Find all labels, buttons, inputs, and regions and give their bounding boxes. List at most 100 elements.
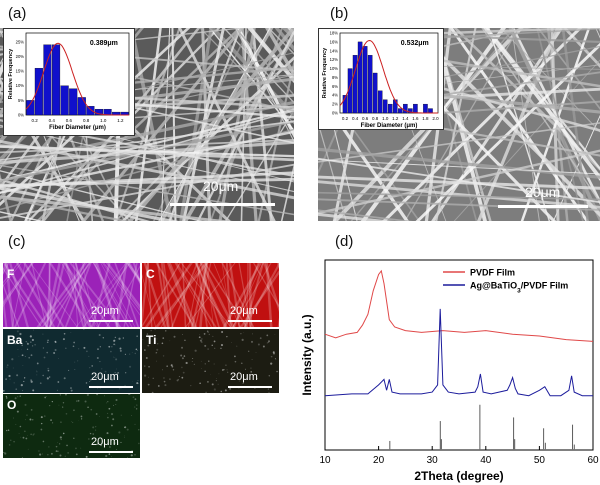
edx-dot: [113, 343, 115, 346]
edx-dot: [89, 367, 91, 369]
fiber: [0, 177, 294, 187]
edx-dot: [191, 361, 193, 362]
edx-dot: [124, 435, 125, 436]
edx-dot: [33, 433, 35, 435]
edx-dot: [257, 343, 260, 346]
edx-dot: [98, 334, 101, 337]
edx-dot: [64, 455, 66, 457]
edx-dot: [72, 421, 74, 424]
edx-scalebar-line: [89, 386, 133, 388]
edx-fiber: [206, 263, 214, 327]
edx-fiber: [142, 263, 149, 327]
edx-dot: [85, 455, 88, 458]
fiber: [240, 28, 258, 221]
edx-dot: [42, 333, 44, 335]
edx-dot: [262, 345, 265, 348]
edx-dot: [163, 380, 166, 383]
edx-dot: [194, 349, 197, 352]
edx-dot: [204, 344, 207, 347]
edx-dot: [266, 342, 268, 344]
edx-fiber: [132, 263, 140, 286]
edx-dot: [68, 369, 70, 371]
edx-dot: [268, 375, 271, 377]
edx-dot: [94, 425, 97, 428]
y-axis-label: Relative Frequency: [322, 47, 328, 98]
fiber: [0, 195, 233, 221]
edx-fiber: [31, 263, 47, 327]
x-tick-label: 60: [587, 455, 599, 466]
edx-dot: [40, 416, 43, 419]
edx-dot: [223, 368, 225, 371]
edx-dot: [133, 406, 136, 408]
fiber: [511, 28, 540, 221]
sem-fibers-a: [0, 28, 294, 221]
edx-dot: [30, 354, 33, 357]
edx-dot: [65, 347, 67, 349]
y-tick-label: 20%: [16, 54, 25, 59]
edx-fiber: [228, 263, 241, 327]
edx-dot: [95, 413, 98, 415]
edx-fiber: [41, 263, 91, 327]
hist-bar: [423, 103, 428, 114]
panel-a-label: (a): [8, 5, 27, 22]
edx-dot: [130, 454, 133, 457]
edx-dot: [25, 341, 27, 343]
edx-fiber: [171, 263, 199, 327]
edx-fiber: [194, 263, 212, 327]
edx-fiber: [187, 263, 201, 327]
edx-fiber: [64, 263, 92, 327]
edx-dot: [88, 355, 90, 357]
edx-dot: [211, 383, 214, 386]
edx-dot: [63, 332, 66, 335]
hist-bar: [77, 97, 86, 116]
edx-dot: [131, 414, 132, 416]
edx-dot: [181, 366, 183, 369]
edx-map-c: C 20μm: [142, 263, 279, 327]
edx-dot: [112, 339, 116, 342]
edx-dot: [108, 345, 111, 348]
edx-fiber: [83, 263, 131, 327]
edx-dot: [142, 339, 144, 341]
edx-dot: [221, 369, 224, 371]
edx-dot: [182, 371, 185, 374]
fiber: [481, 28, 600, 204]
edx-dot: [135, 408, 138, 410]
edx-dot: [15, 424, 17, 426]
edx-dot: [180, 354, 183, 357]
fiber: [536, 28, 600, 110]
edx-dot: [200, 341, 203, 343]
edx-fiber: [29, 263, 78, 327]
edx-dot: [55, 450, 58, 453]
edx-dot: [78, 348, 80, 350]
edx-dot: [119, 347, 122, 350]
edx-dot: [62, 338, 65, 341]
edx-dot: [242, 382, 244, 385]
edx-dot: [44, 396, 47, 399]
edx-dot: [114, 344, 116, 346]
edx-dot: [73, 409, 75, 412]
edx-dot: [134, 352, 136, 355]
edx-dot: [29, 418, 32, 421]
hist-bar: [362, 46, 368, 114]
edx-dot: [5, 397, 8, 399]
edx-fiber: [180, 263, 232, 327]
edx-dot: [17, 348, 19, 350]
edx-fiber: [3, 263, 34, 306]
fiber: [158, 28, 271, 221]
edx-dot: [234, 360, 237, 363]
edx-dot: [6, 364, 9, 366]
edx-dot: [192, 358, 194, 360]
x-tick-label: 1.8: [422, 116, 429, 121]
fiber: [562, 28, 600, 69]
edx-texture: [142, 329, 278, 393]
y-tick-label: 25%: [16, 39, 25, 44]
edx-scalebar-text: 20μm: [91, 305, 119, 317]
edx-dot: [80, 415, 83, 418]
edx-dot: [54, 340, 57, 343]
edx-dot: [83, 346, 86, 349]
edx-dot: [99, 378, 101, 380]
edx-dot: [169, 378, 171, 381]
edx-dot: [19, 332, 22, 336]
inset-histogram-b: 0.2 0.4 0.6 0.8 1.0 1.2 1.4 1.6 1.8 2.0 0% 2% 4% 6% 8%…: [318, 28, 444, 130]
edx-scalebar-line: [228, 386, 272, 388]
